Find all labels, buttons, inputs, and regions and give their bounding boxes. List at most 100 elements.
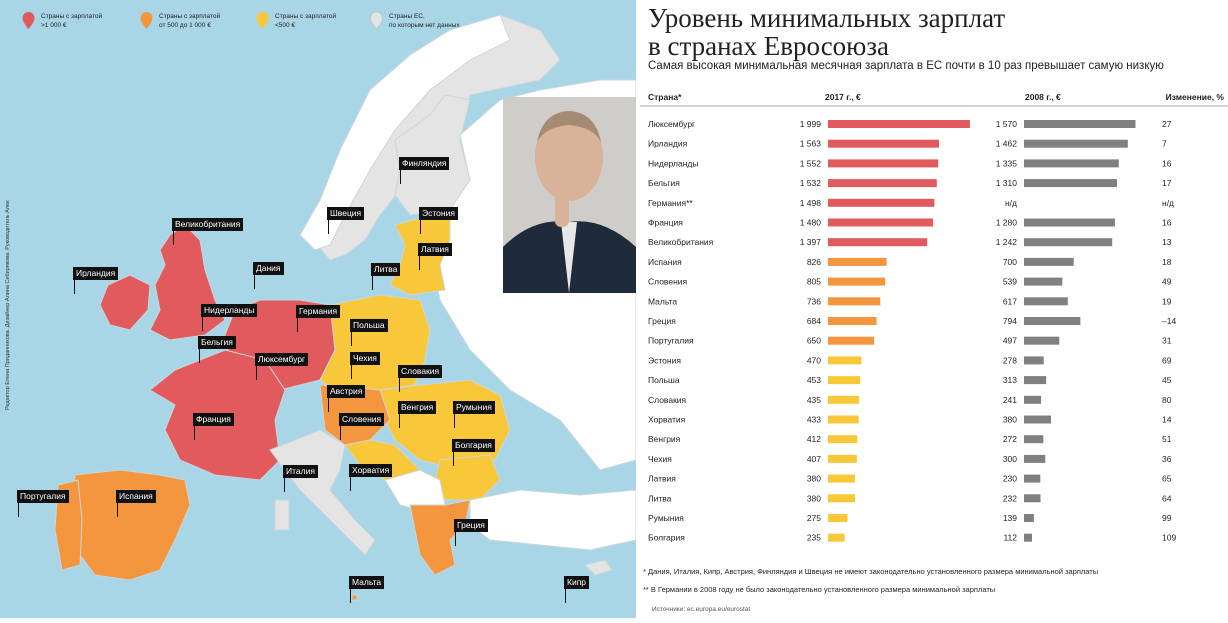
row-country: Мальта [648,296,677,306]
row-change: 51 [1162,434,1172,444]
row-country: Латвия [648,474,676,484]
map-label-greece: Греция [454,519,488,546]
bar-2017 [828,336,875,345]
map-label-germany: Германия [296,305,341,332]
bar-2008 [1024,395,1042,404]
row-value-2008: 617 [1003,296,1017,306]
bar-2017 [828,356,862,365]
map-label-belgium: Бельгия [198,336,236,363]
map-label-slovakia: Словакия [398,365,443,392]
row-country: Бельгия [648,178,680,188]
map-label-hungary: Венгрия [398,401,437,428]
sardinia-shape [274,499,290,531]
map-label-romania: Румыния [453,401,495,428]
row-value-2008: 1 335 [996,158,1018,168]
bar-2017 [828,139,939,148]
map-label-netherlands: Нидерланды [201,304,258,331]
row-value-2008: 300 [1003,454,1017,464]
row-value-2017: 380 [807,474,821,484]
map-label-spain: Испания [116,490,156,517]
row-value-2017: 650 [807,336,821,346]
map-label-malta: Мальта [349,576,385,603]
pin-icon [22,12,35,29]
row-value-2017: 235 [807,533,821,543]
column-header: 2008 г., € [1025,92,1061,102]
bar-2008 [1024,179,1117,188]
turkey-shape [469,489,637,551]
row-value-2008: 794 [1003,316,1017,326]
row-value-2008: 112 [1003,533,1017,543]
bar-2008 [1024,533,1032,542]
row-change: –14 [1162,316,1176,326]
map-label-lithuania: Литва [371,263,401,290]
row-change: 36 [1162,454,1172,464]
pin-icon [140,12,153,29]
bar-2008 [1024,159,1119,168]
map-label-poland: Польша [350,319,388,346]
row-change: 80 [1162,395,1172,405]
bar-2008 [1024,317,1081,325]
row-change: 7 [1162,139,1167,149]
credits-vertical: Редактор Елена Приданникова. Дизайнер Ал… [5,200,17,410]
row-value-2017: 407 [807,454,821,464]
bar-2008 [1024,356,1044,365]
bar-2008 [1024,257,1074,266]
bar-2008 [1024,376,1047,385]
bar-2017 [828,257,887,266]
map-label-uk: Великобритания [172,218,244,245]
row-value-2017: 275 [807,513,821,523]
row-value-2008: 241 [1003,395,1017,405]
bar-2008 [1024,474,1041,483]
row-value-2008: 232 [1003,493,1017,503]
legend-item-mid: Страны с зарплатой от 500 до 1 000 € [140,12,220,30]
bar-2017 [828,395,859,404]
row-change: 16 [1162,158,1172,168]
greece-shape [409,499,471,576]
bar-2017 [828,297,881,306]
bar-2008 [1024,139,1128,148]
map-label-bulgaria: Болгария [452,439,495,466]
row-change: 49 [1162,277,1172,287]
bar-2008 [1024,277,1063,286]
row-value-2008: 1 462 [996,139,1018,149]
bar-2017 [828,415,859,424]
row-value-2008: 272 [1003,434,1017,444]
row-value-2017: 684 [807,316,821,326]
page-subtitle: Самая высокая минимальная месячная зарпл… [648,60,1164,72]
row-change: 64 [1162,493,1172,503]
map-label-italy: Италия [283,465,318,492]
legend-label: Страны с зарплатой <500 € [275,13,337,29]
cyprus-shape [584,559,613,576]
bar-2017 [828,454,857,463]
bar-2017 [828,317,877,325]
bar-2008 [1024,494,1041,503]
bar-2017 [828,159,939,168]
row-value-2008: н/д [1005,198,1017,208]
norway-shape [299,14,511,251]
bar-2017 [828,218,934,227]
map-label-finland: Финляндия [399,157,450,184]
row-value-2008: 230 [1003,474,1017,484]
title-line-2: в странах Евросоюза [648,31,889,61]
bar-2017 [828,120,970,128]
row-value-2017: 1 999 [800,119,822,129]
legend-label: Страны с зарплатой от 500 до 1 000 € [159,13,221,29]
row-value-2008: 313 [1003,375,1017,385]
row-value-2017: 805 [807,277,821,287]
bar-2008 [1024,415,1051,424]
bar-2008 [1024,218,1115,227]
row-country: Болгария [648,533,685,543]
map-label-denmark: Дания [253,262,284,289]
map-label-france: Франция [193,413,234,440]
bar-2017 [828,198,935,207]
portrait-figure [503,97,636,293]
portrait-photo [503,97,636,293]
column-header: Страна* [648,92,682,102]
bar-2017 [828,533,845,542]
row-value-2008: 278 [1003,355,1017,365]
row-change: 99 [1162,513,1172,523]
source-note: Источники: ec.europa.eu/eurostat [652,606,751,613]
row-country: Ирландия [648,139,688,149]
row-change: 19 [1162,296,1172,306]
column-header: Изменение, % [1166,92,1225,102]
